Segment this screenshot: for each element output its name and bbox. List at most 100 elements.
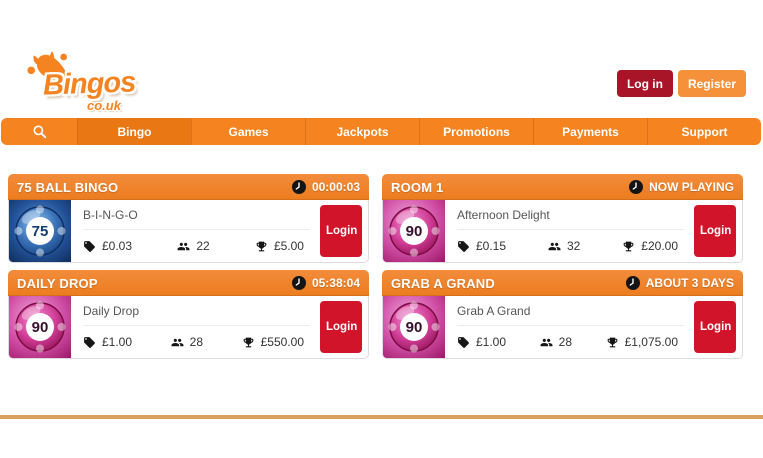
search-icon	[32, 125, 46, 139]
bingo-ball-tile: 90	[383, 200, 445, 262]
bingo-ball-tile: 90	[9, 296, 71, 358]
players-count: 28	[558, 335, 572, 349]
nav-item-promotions[interactable]: Promotions	[419, 118, 533, 145]
auth-buttons: Log in Register	[616, 70, 746, 97]
logo-splash-icon	[27, 51, 71, 82]
bingo-room-card: ROOM 1 NOW PLAYING	[382, 174, 743, 263]
trophy-icon	[243, 337, 253, 347]
room-timer-text: 00:00:03	[311, 180, 360, 194]
room-card-header: GRAB A GRAND ABOUT 3 DAYS	[382, 270, 743, 296]
players-count: 28	[189, 335, 203, 349]
people-icon	[548, 242, 561, 250]
room-login-button[interactable]: Login	[320, 301, 362, 353]
bingo-ball-icon: 90	[388, 205, 440, 257]
tag-icon	[458, 336, 469, 348]
room-login-button[interactable]: Login	[320, 205, 362, 257]
prize-stat: £5.00	[255, 239, 304, 253]
main-nav: Bingo Games Jackpots Promotions Payments…	[1, 118, 761, 145]
room-timer: ABOUT 3 DAYS	[625, 276, 734, 290]
people-icon	[171, 338, 184, 346]
bingo-room-card: DAILY DROP 05:38:04	[8, 270, 369, 359]
nav-items: Bingo Games Jackpots Promotions Payments…	[77, 118, 761, 145]
room-login-button[interactable]: Login	[694, 205, 736, 257]
bingo-ball-icon: 75	[14, 205, 66, 257]
nav-item-support[interactable]: Support	[647, 118, 761, 145]
bingo-ball-tile: 75	[9, 200, 71, 262]
rooms-grid: 75 BALL BINGO 00:00:03	[8, 174, 743, 359]
room-timer: NOW PLAYING	[629, 180, 734, 194]
room-card-header: DAILY DROP 05:38:04	[8, 270, 369, 296]
room-stats: £0.15 32 £20.00	[457, 230, 684, 262]
people-icon	[540, 338, 553, 346]
room-timer: 05:38:04	[291, 276, 360, 290]
prize-amount: £550.00	[260, 335, 304, 349]
room-timer-text: 05:38:04	[311, 276, 360, 290]
game-name: Afternoon Delight	[457, 200, 684, 230]
clock-icon	[629, 180, 644, 194]
brand-tld: co.uk	[87, 98, 121, 113]
nav-item-bingo[interactable]: Bingo	[77, 118, 191, 145]
clock-icon	[291, 180, 306, 194]
bingo-room-card: GRAB A GRAND ABOUT 3 DAYS	[382, 270, 743, 359]
room-card-body: 90 Afternoon Delight £0.15 32	[382, 200, 743, 263]
players-stat: 28	[171, 335, 203, 349]
bingo-room-card: 75 BALL BINGO 00:00:03	[8, 174, 369, 263]
room-stats: £0.03 22 £5.00	[83, 230, 310, 262]
room-timer-text: NOW PLAYING	[649, 180, 734, 194]
search-button[interactable]	[1, 118, 77, 145]
register-button[interactable]: Register	[677, 70, 746, 97]
bingo-ball-icon: 90	[14, 301, 66, 353]
room-info: Daily Drop £1.00 28 £550.00	[71, 296, 318, 358]
room-title: ROOM 1	[391, 179, 444, 195]
clock-icon	[625, 276, 640, 290]
bingo-ball-tile: 90	[383, 296, 445, 358]
tag-icon	[458, 240, 469, 252]
room-info: B-I-N-G-O £0.03 22 £5.00	[71, 200, 318, 262]
tag-icon	[84, 336, 95, 348]
ticket-price-stat: £0.03	[83, 239, 132, 253]
people-icon	[177, 242, 190, 250]
ball-number: 75	[32, 223, 49, 240]
ticket-price: £0.03	[102, 239, 133, 253]
prize-stat: £550.00	[242, 335, 304, 349]
game-name: Grab A Grand	[457, 296, 684, 326]
ticket-price-stat: £0.15	[457, 239, 506, 253]
trophy-icon	[607, 337, 617, 347]
ball-number: 90	[32, 319, 49, 336]
room-timer-text: ABOUT 3 DAYS	[645, 276, 734, 290]
tag-icon	[84, 240, 95, 252]
players-count: 32	[566, 239, 581, 253]
players-stat: 28	[540, 335, 572, 349]
room-card-header: ROOM 1 NOW PLAYING	[382, 174, 743, 200]
players-stat: 32	[548, 239, 580, 253]
ball-number: 90	[406, 319, 423, 336]
room-stats: £1.00 28 £550.00	[83, 326, 310, 358]
room-login-button[interactable]: Login	[694, 301, 736, 353]
ticket-price: £0.15	[476, 239, 507, 253]
trophy-icon	[623, 241, 634, 251]
log-in-button[interactable]: Log in	[616, 70, 673, 97]
nav-item-payments[interactable]: Payments	[533, 118, 647, 145]
clock-icon	[291, 276, 306, 290]
nav-item-games[interactable]: Games	[191, 118, 305, 145]
room-stats: £1.00 28 £1,075.00	[457, 326, 684, 358]
prize-amount: £1,075.00	[624, 335, 678, 349]
nav-item-jackpots[interactable]: Jackpots	[305, 118, 419, 145]
room-info: Grab A Grand £1.00 28 £1,075.00	[445, 296, 692, 358]
room-title: 75 BALL BINGO	[17, 179, 119, 195]
room-title: DAILY DROP	[17, 275, 98, 291]
game-name: B-I-N-G-O	[83, 200, 310, 230]
room-card-body: 90 Grab A Grand £1.00 28 £1,07	[382, 296, 743, 359]
footer-divider	[0, 415, 763, 419]
room-card-body: 90 Daily Drop £1.00 28 £550.00	[8, 296, 369, 359]
brand-logo[interactable]: Bingos co.uk	[27, 48, 187, 116]
bingo-ball-icon: 90	[388, 301, 440, 353]
trophy-icon	[256, 241, 267, 251]
ball-number: 90	[406, 223, 423, 240]
room-timer: 00:00:03	[291, 180, 360, 194]
prize-amount: £20.00	[641, 239, 678, 253]
ticket-price-stat: £1.00	[83, 335, 132, 349]
room-card-header: 75 BALL BINGO 00:00:03	[8, 174, 369, 200]
ticket-price-stat: £1.00	[457, 335, 506, 349]
room-info: Afternoon Delight £0.15 32 £20.00	[445, 200, 692, 262]
